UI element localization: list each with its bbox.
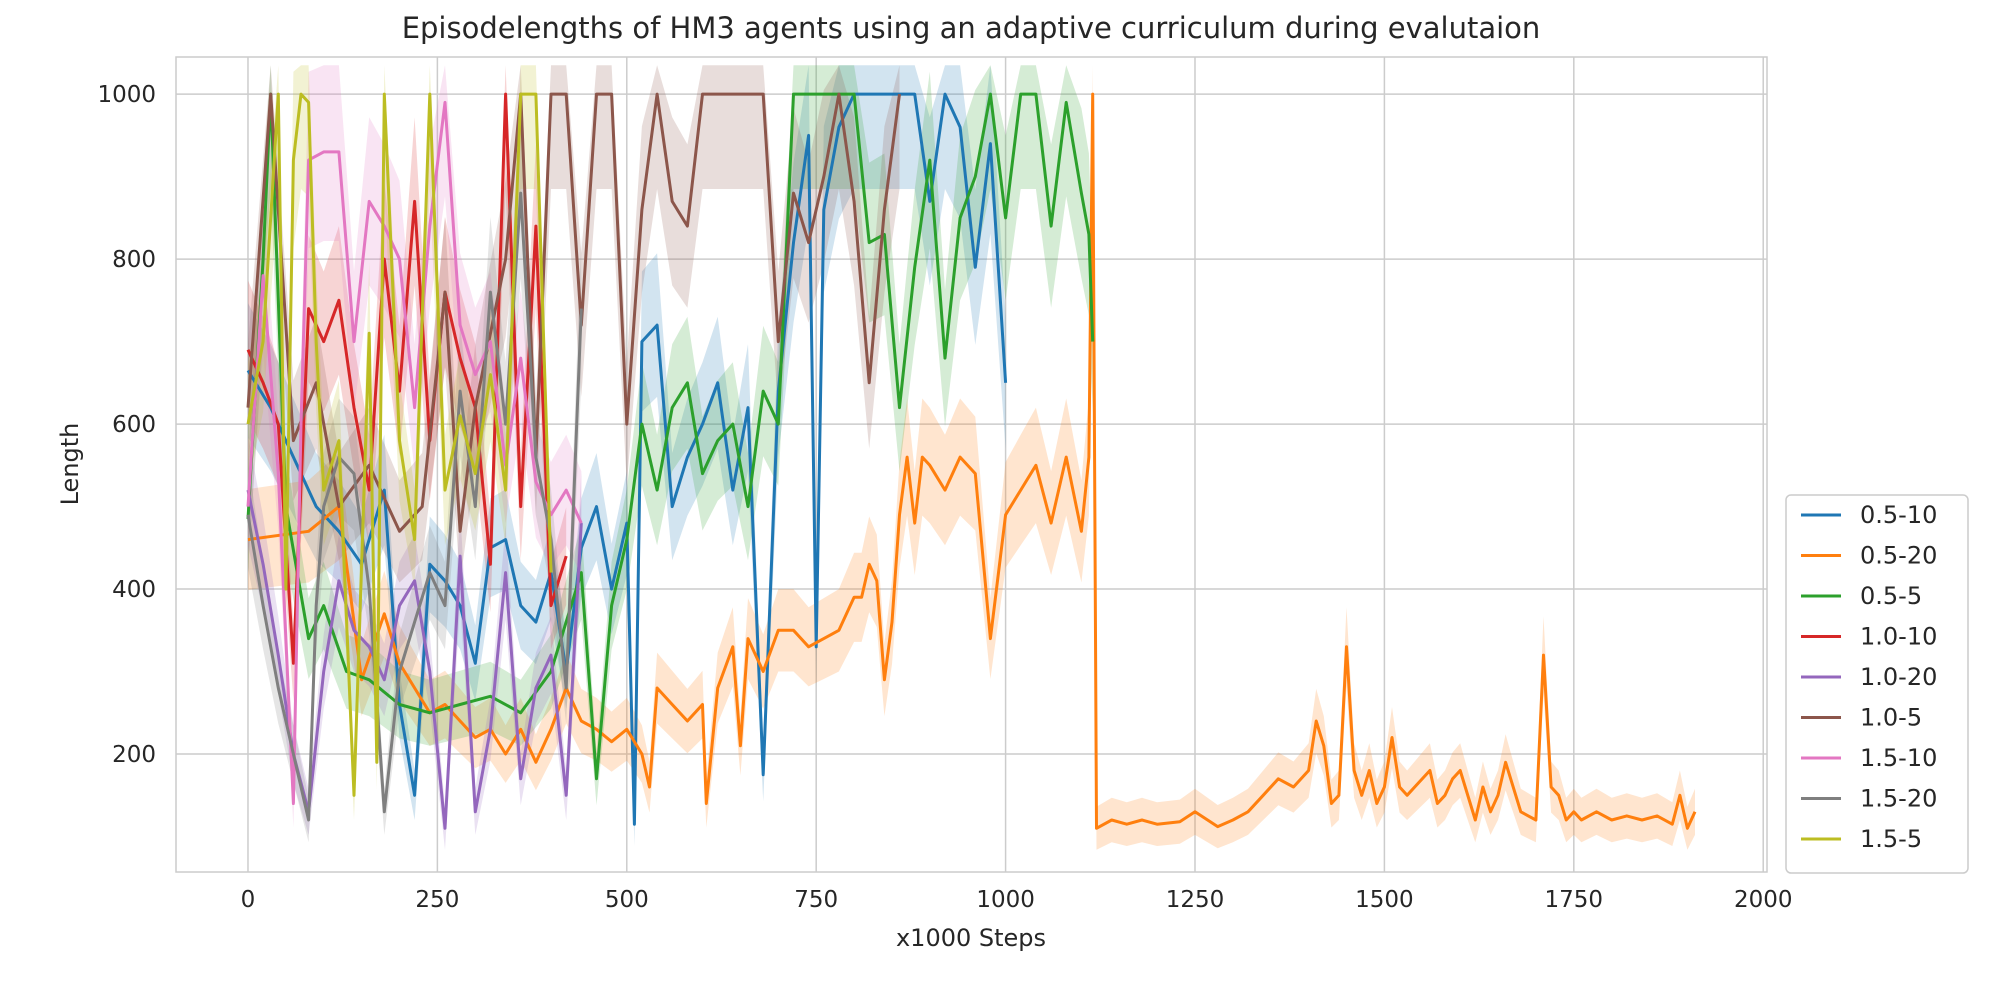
y-tick-label: 600 [112,412,156,438]
x-tick-label: 1250 [1166,887,1225,913]
x-tick-labels: 0 250 500 750 1000 1250 1500 1750 2000 [241,887,1793,913]
y-tick-label: 1000 [97,82,156,108]
legend-label-1.0-5: 1.0-5 [1860,704,1922,732]
y-tick-label: 800 [112,247,156,273]
series-line-0.5-10 [246,92,1008,826]
legend-label-1.0-20: 1.0-20 [1860,663,1937,691]
legend-label-1.5-20: 1.5-20 [1860,785,1937,813]
y-tick-labels: 200 400 600 800 1000 [97,82,156,768]
legend-label-0.5-10: 0.5-10 [1860,501,1937,529]
x-tick-label: 1750 [1545,887,1604,913]
x-tick-label: 500 [605,887,649,913]
legend: 0.5-10 0.5-20 0.5-5 1.0-10 1.0-20 1.0-5 1.5-10… [1785,494,1969,874]
legend-label-0.5-5: 0.5-5 [1860,582,1922,610]
band-0.5-10 [248,65,1006,846]
series-line-1.5-5 [246,92,553,797]
x-tick-label: 250 [415,887,459,913]
y-tick-label: 400 [112,577,156,603]
legend-label-1.0-10: 1.0-10 [1860,623,1937,651]
series-line-0.5-5 [246,92,1095,781]
x-tick-label: 1500 [1355,887,1414,913]
series-line-0.5-20 [247,92,1697,830]
x-tick-label: 1000 [976,887,1035,913]
x-tick-label: 2000 [1734,887,1793,913]
legend-frame [1785,494,1969,874]
legend-label-1.5-5: 1.5-5 [1860,825,1922,853]
series-line-1.0-5 [246,92,901,533]
band-0.5-20 [248,65,1695,850]
x-tick-label: 750 [794,887,838,913]
band-1.5-10 [248,65,582,828]
legend-label-1.5-10: 1.5-10 [1860,744,1937,772]
y-tick-label: 200 [112,742,156,768]
x-axis-label: x1000 Steps [896,924,1046,952]
series-line-1.5-10 [246,100,583,805]
chart-title: Episodelengths of HM3 agents using an ad… [402,11,1541,45]
plot-background [175,56,1768,873]
legend-label-0.5-20: 0.5-20 [1860,542,1937,570]
series-lines [246,92,1697,830]
band-1.0-10 [248,65,567,702]
series-line-1.5-20 [246,191,583,822]
x-tick-label: 0 [241,887,256,913]
grid [176,57,1767,872]
y-axis-label: Length [56,423,84,506]
